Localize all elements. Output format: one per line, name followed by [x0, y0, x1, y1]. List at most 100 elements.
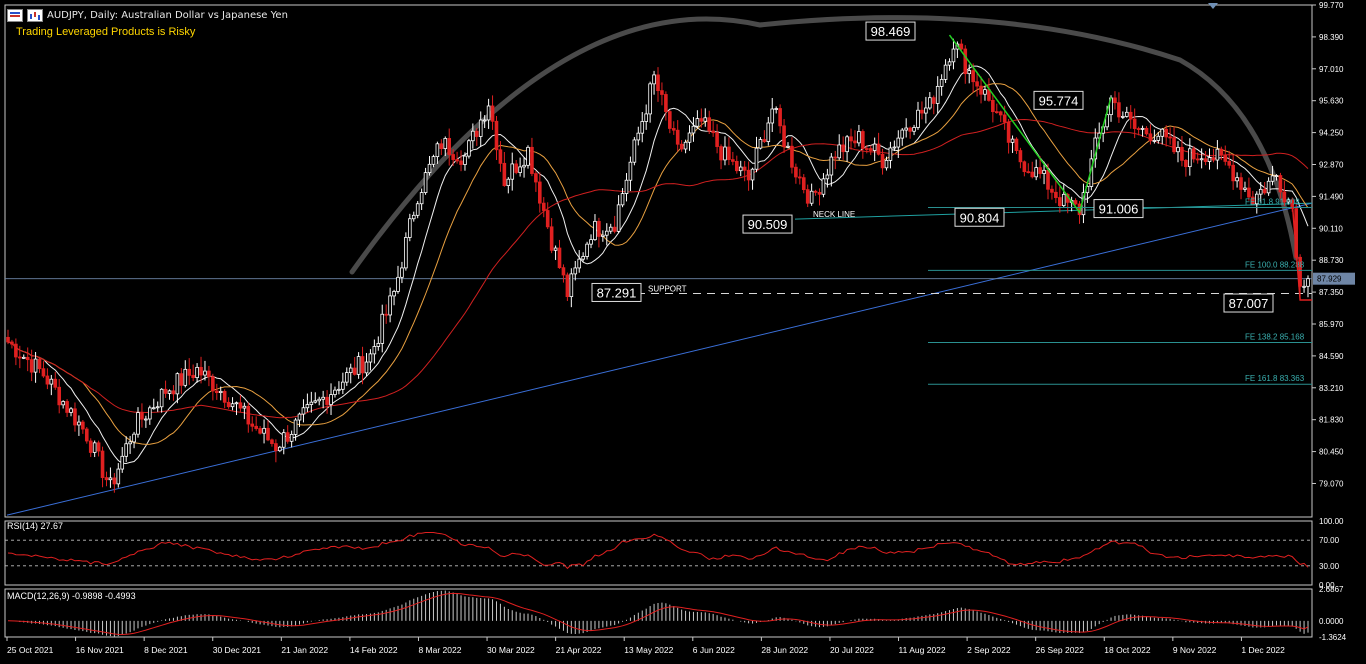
candle-body — [1262, 188, 1267, 194]
candle-body — [597, 220, 601, 237]
candle — [1219, 146, 1224, 161]
candle — [435, 141, 440, 164]
candle-body — [211, 376, 215, 392]
candle — [616, 195, 621, 234]
candle-body — [1034, 167, 1038, 178]
candle-body — [254, 425, 258, 429]
candle — [636, 126, 641, 146]
candle — [589, 234, 593, 249]
candle-body — [998, 111, 1003, 116]
candle — [214, 383, 219, 400]
cup-arc-line — [349, 15, 1299, 275]
candle — [1073, 198, 1078, 206]
candle-body — [289, 434, 294, 442]
candle — [904, 118, 908, 138]
candle — [1030, 161, 1035, 179]
candle-body — [652, 74, 656, 85]
candle — [1140, 125, 1145, 137]
candle-body — [179, 373, 184, 386]
candle-body — [644, 113, 648, 122]
chart-header: AUDJPY, Daily: Australian Dollar vs Japa… — [7, 8, 288, 22]
candle — [53, 371, 58, 390]
price-annotation-label: 91.006 — [1099, 202, 1139, 217]
candle — [73, 402, 77, 432]
candle — [297, 412, 302, 428]
price-tick-label: 88.730 — [1319, 256, 1344, 265]
ma-slow-line — [7, 118, 1309, 419]
price-tick-label: 87.350 — [1319, 288, 1344, 297]
candle — [849, 128, 853, 150]
fib-level-label: FE 100.0 88.288 — [1245, 260, 1305, 269]
candle — [1034, 159, 1038, 181]
candles — [6, 38, 1310, 493]
candle-body — [404, 237, 408, 269]
candle — [506, 177, 511, 194]
candle — [561, 264, 566, 283]
candle-body — [939, 79, 944, 87]
candle — [447, 128, 452, 166]
candle-body — [1254, 193, 1259, 205]
candle — [711, 121, 715, 137]
candle-body — [565, 274, 570, 298]
candle — [419, 188, 424, 210]
candle-body — [1105, 114, 1109, 128]
candle-body — [738, 166, 743, 172]
candle-body — [1156, 135, 1161, 141]
candle-body — [1203, 158, 1208, 162]
candle — [805, 184, 810, 208]
candle — [329, 383, 333, 416]
candle-body — [872, 143, 877, 151]
candle — [794, 163, 798, 184]
candle — [77, 415, 81, 436]
price-annotation: 90.804 — [954, 207, 1005, 227]
candle — [1223, 145, 1228, 166]
candle-body — [770, 108, 775, 124]
candle-body — [864, 148, 869, 150]
candle — [128, 435, 132, 454]
candle — [553, 245, 558, 260]
candle-body — [270, 439, 274, 445]
candle — [545, 202, 550, 229]
candle — [155, 401, 160, 412]
candle — [234, 401, 239, 416]
candle — [703, 108, 708, 127]
symbol-menu-icon[interactable] — [7, 8, 23, 22]
chart-type-icon[interactable] — [27, 8, 43, 22]
candle — [959, 39, 964, 51]
candle-body — [242, 405, 247, 409]
candle-body — [1176, 146, 1180, 153]
candle — [935, 76, 940, 114]
candle — [250, 416, 255, 432]
candle-body — [593, 220, 597, 241]
candle — [1136, 126, 1141, 136]
candle — [798, 168, 802, 185]
candle-body — [1148, 133, 1153, 142]
candle-body — [14, 343, 18, 358]
candle-body — [96, 442, 101, 452]
candle-body — [1164, 128, 1168, 138]
candle-body — [266, 427, 270, 441]
candle — [92, 440, 97, 458]
candle-body — [443, 138, 448, 150]
candle — [687, 125, 692, 151]
candle-body — [624, 179, 629, 194]
candle — [411, 211, 416, 222]
candle-body — [928, 97, 932, 109]
candle-body — [341, 381, 345, 390]
candle-body — [218, 390, 223, 394]
candle — [482, 115, 487, 129]
candle — [628, 156, 633, 191]
candle — [534, 171, 538, 192]
candle-body — [1038, 167, 1042, 174]
moving-averages — [7, 65, 1309, 465]
candle — [660, 82, 664, 106]
time-tick-label: 13 May 2022 — [624, 645, 673, 655]
price-annotation: 87.007 — [1223, 293, 1274, 313]
candle-body — [388, 295, 392, 316]
candle — [1050, 185, 1054, 200]
shift-marker-icon[interactable] — [1208, 3, 1218, 9]
candle-body — [1227, 161, 1232, 166]
candle-body — [648, 83, 652, 115]
ma-fast-line — [7, 65, 1309, 465]
